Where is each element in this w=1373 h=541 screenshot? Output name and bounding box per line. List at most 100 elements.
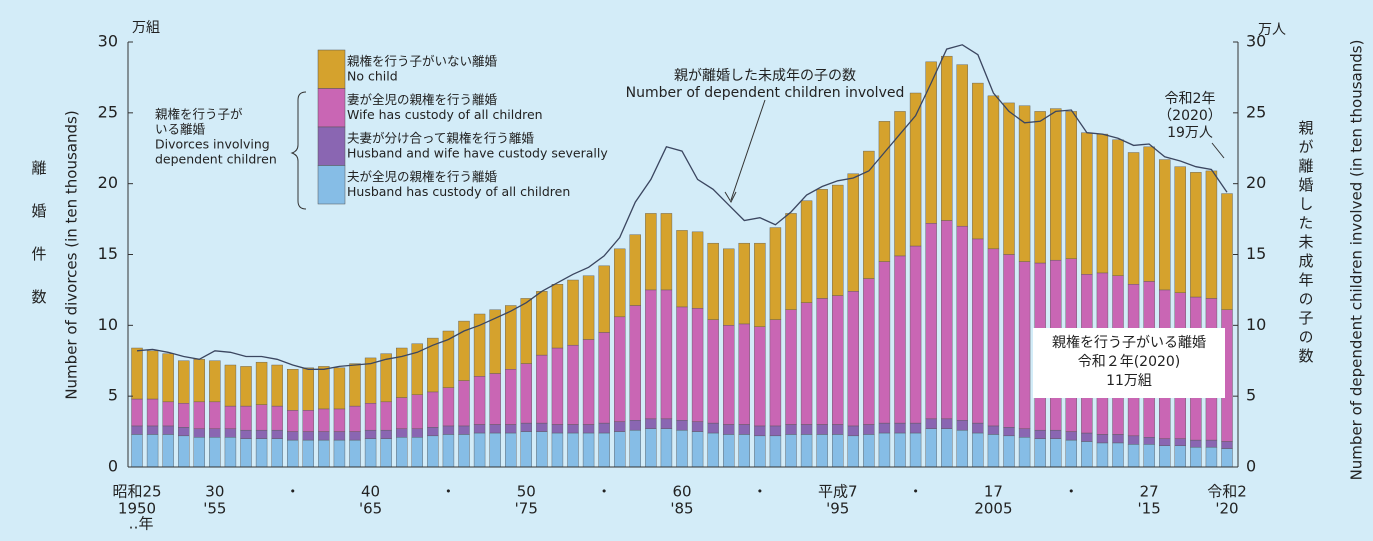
- bar-segment: [723, 248, 735, 326]
- bar-segment: [1065, 111, 1077, 259]
- bar-segment: [660, 289, 673, 420]
- bar-segment: [769, 319, 782, 427]
- x-tick-label-2: 1950: [118, 500, 156, 518]
- bar-segment: [800, 424, 813, 435]
- x-tick-label: 30: [205, 483, 224, 501]
- bar-segment: [738, 242, 750, 325]
- y-unit: 万組: [132, 20, 160, 36]
- bar-segment: [941, 55, 953, 221]
- bar-segment: [956, 420, 968, 431]
- bar-segment: [1143, 437, 1155, 445]
- bar-segment: [489, 309, 501, 374]
- bar-segment: [785, 309, 797, 425]
- y-label: Number of divorces (in ten thousands): [63, 110, 81, 399]
- bar-segment: [1190, 439, 1202, 448]
- y-tick-label: 10: [98, 315, 118, 334]
- bar-segment: [847, 291, 859, 427]
- bar-segment: [1018, 261, 1031, 429]
- bar-segment: [442, 434, 455, 468]
- bar-segment: [1096, 133, 1109, 274]
- bar-segment: [660, 428, 673, 468]
- bar-segment: [224, 364, 237, 407]
- legend-group-label: 親権を行う子が: [155, 107, 243, 122]
- bar-segment: [1112, 139, 1124, 276]
- bar-segment: [302, 439, 314, 468]
- bar-segment: [1081, 441, 1093, 468]
- bar-segment: [536, 431, 548, 468]
- bar-segment: [224, 428, 237, 438]
- bar-segment: [567, 279, 579, 346]
- bar-segment: [209, 428, 221, 438]
- bar-segment: [1003, 427, 1015, 437]
- bar-segment: [349, 431, 361, 441]
- bar-segment: [396, 347, 408, 398]
- legend-swatch: [317, 126, 346, 166]
- bar-segment: [691, 231, 704, 309]
- bar-segment: [364, 357, 377, 404]
- bar-segment: [411, 428, 423, 438]
- bar-segment: [536, 422, 548, 432]
- bar-segment: [427, 435, 439, 468]
- bar-segment: [894, 111, 906, 257]
- bar-segment: [505, 305, 517, 370]
- bar-segment: [178, 403, 190, 428]
- bar-segment: [691, 431, 704, 468]
- bar-segment: [333, 367, 346, 410]
- bar-segment: [551, 347, 564, 425]
- x-tick-label-2: '85: [670, 500, 693, 518]
- bar-segment: [255, 361, 268, 405]
- bar-segment: [131, 425, 143, 435]
- x-tick-label-2: '95: [826, 500, 849, 518]
- bar-segment: [676, 429, 688, 468]
- y2-tick-label: 30: [1246, 32, 1266, 51]
- bar-segment: [333, 431, 346, 441]
- y-tick-label: 15: [98, 244, 118, 263]
- bar-segment: [956, 225, 968, 421]
- bar-segment: [271, 429, 283, 439]
- x-tick-label-2: '15: [1138, 500, 1161, 518]
- bar-segment: [972, 82, 984, 240]
- bar-segment: [878, 422, 891, 434]
- bar-segment: [598, 432, 610, 468]
- annotation-arrow: [730, 99, 766, 201]
- bar-segment: [271, 438, 283, 468]
- bar-segment: [146, 425, 159, 435]
- bar-segment: [473, 432, 486, 468]
- x-tick-label-2: '20: [1215, 500, 1238, 518]
- bar-segment: [1081, 432, 1093, 442]
- legend-label: 夫が全児の親権を行う離婚: [347, 169, 498, 184]
- bar-segment: [691, 421, 704, 432]
- x-tick-label-2: '55: [203, 500, 226, 518]
- x-tick-label: 27: [1140, 483, 1159, 501]
- bar-segment: [614, 431, 626, 468]
- bar-segment: [878, 432, 891, 468]
- bar-segment: [1127, 435, 1140, 445]
- y2-tick-label: 20: [1246, 173, 1266, 192]
- bar-segment: [800, 302, 813, 425]
- bar-segment: [473, 424, 486, 434]
- bar-segment: [178, 427, 190, 437]
- bar-segment: [1018, 105, 1031, 262]
- bar-segment: [255, 404, 268, 431]
- bar-segment: [1034, 111, 1046, 264]
- y-tick-label: 0: [108, 457, 118, 476]
- bar-segment: [956, 64, 968, 227]
- bar-segment: [707, 422, 719, 434]
- bar-segment: [520, 422, 532, 432]
- bar-segment: [1221, 441, 1233, 449]
- bar-segment: [738, 434, 750, 468]
- bar-segment: [769, 435, 782, 468]
- bar-segment: [458, 320, 470, 381]
- x-tick-label: ・: [441, 483, 456, 501]
- bar-segment: [863, 434, 875, 468]
- bar-segment: [489, 424, 501, 434]
- bar-segment: [863, 150, 875, 279]
- bar-segment: [380, 438, 392, 468]
- bar-segment: [1050, 438, 1062, 468]
- bar-segment: [645, 213, 657, 291]
- bar-segment: [863, 424, 875, 435]
- bar-segment: [1096, 442, 1109, 468]
- x-tick-label: 平成7: [818, 483, 858, 501]
- annotation: 11万組: [1106, 373, 1152, 389]
- x-tick-label: ・: [1064, 483, 1079, 501]
